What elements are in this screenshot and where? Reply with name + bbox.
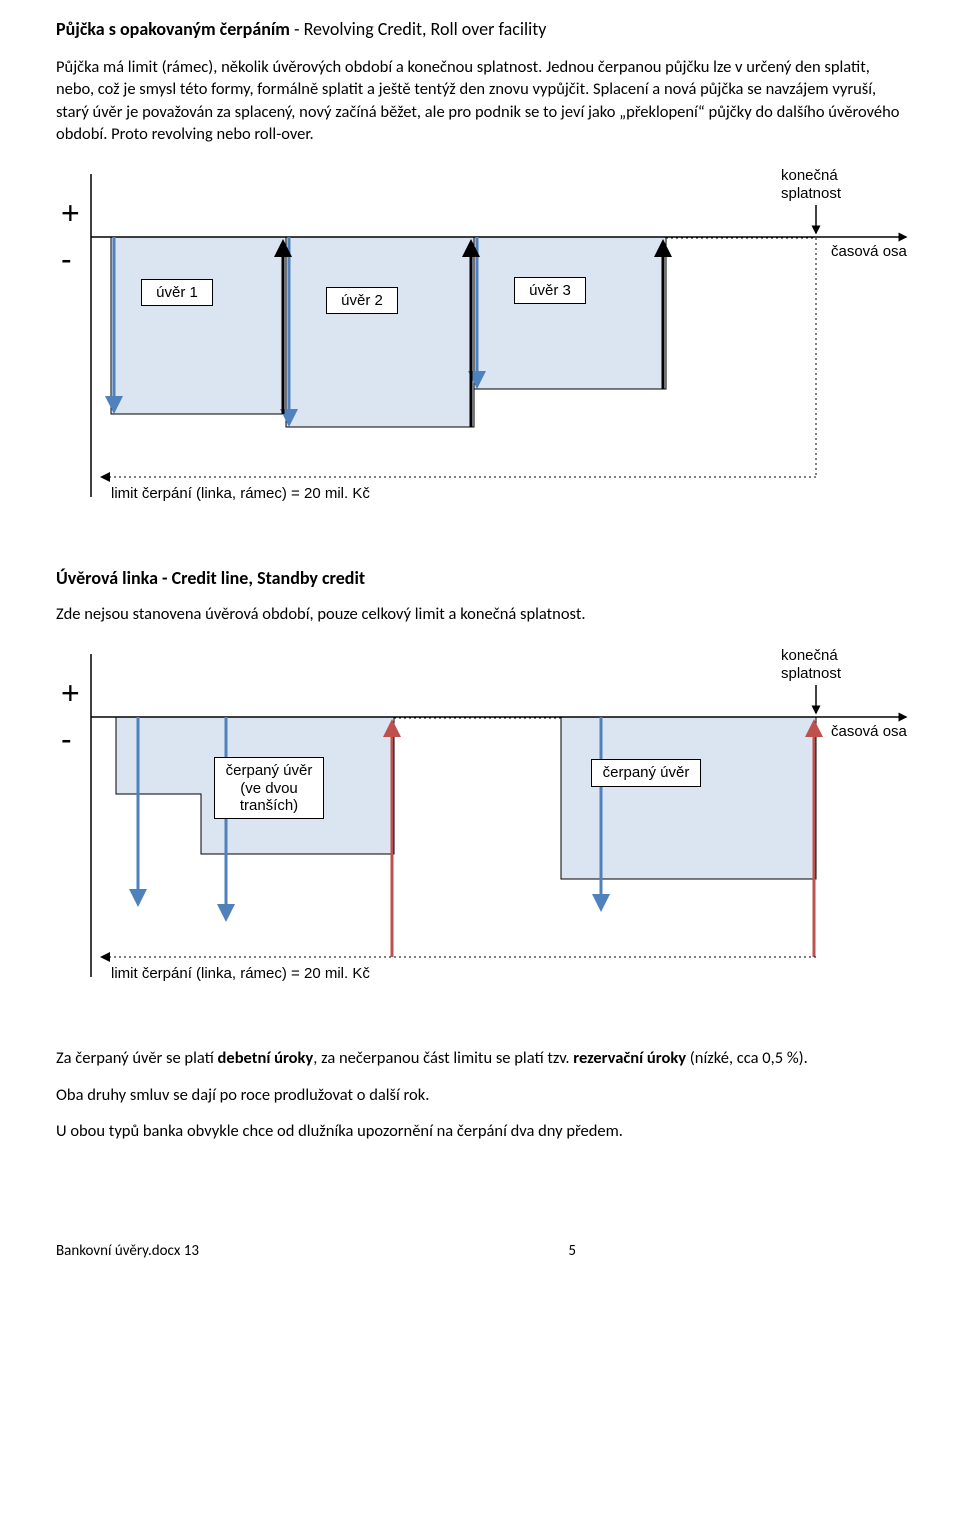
limit-text: limit čerpání (linka, rámec) = 20 mil. K… [111, 965, 370, 983]
section3-p1: Za čerpaný úvěr se platí debetní úroky, … [56, 1047, 904, 1069]
p1b: debetní úroky [218, 1048, 314, 1068]
footer-left: Bankovní úvěry.docx 13 [56, 1242, 199, 1260]
p1c: , za nečerpanou část limitu se platí tzv… [313, 1048, 573, 1068]
section2-title: Úvěrová linka - Credit line, Standby cre… [56, 567, 904, 589]
casova-osa-label: časová osa [831, 723, 907, 741]
diagram-1: + - konečnásplatnost časová osa úvěr 1 úvěr 2… [56, 159, 911, 539]
section1-title: Půjčka s opakovaným čerpáním - Revolving… [56, 18, 904, 40]
cerpany1-box: čerpaný úvěr(ve dvoutranších) [214, 757, 324, 819]
plus-sign: + [61, 195, 80, 232]
diagram-2: + - konečnásplatnost časová osa čerpaný úvěr… [56, 639, 911, 1019]
casova-osa-label: časová osa [831, 243, 907, 261]
diagram2-svg [56, 639, 911, 1019]
section1-title-rest: - Revolving Credit, Roll over facility [290, 18, 546, 40]
p1a: Za čerpaný úvěr se platí [56, 1048, 218, 1068]
minus-sign: - [61, 721, 72, 758]
plus-sign: + [61, 675, 80, 712]
section2-paragraph: Zde nejsou stanovena úvěrová období, pou… [56, 603, 904, 625]
konecna-splatnost-label: konečnásplatnost [781, 647, 841, 683]
section3-p2: Oba druhy smluv se dají po roce prodlužo… [56, 1084, 904, 1106]
section1-paragraph: Půjčka má limit (rámec), několik úvěrový… [56, 56, 904, 145]
uver1-box: úvěr 1 [141, 279, 213, 306]
footer-right: 5 [568, 1242, 576, 1260]
uver3-box: úvěr 3 [514, 277, 586, 304]
cerpany2-box: čerpaný úvěr [591, 759, 701, 786]
p1e: (nízké, cca 0,5 %). [686, 1048, 808, 1068]
page-footer: Bankovní úvěry.docx 13 5 [56, 1242, 576, 1260]
uver2-box: úvěr 2 [326, 287, 398, 314]
limit-text: limit čerpání (linka, rámec) = 20 mil. K… [111, 485, 370, 503]
p1d: rezervační úroky [573, 1048, 686, 1068]
diagram1-svg [56, 159, 911, 539]
minus-sign: - [61, 241, 72, 278]
section1-title-bold: Půjčka s opakovaným čerpáním [56, 18, 290, 40]
section3-p3: U obou typů banka obvykle chce od dlužní… [56, 1120, 904, 1142]
konecna-splatnost-label: konečnásplatnost [781, 167, 841, 203]
